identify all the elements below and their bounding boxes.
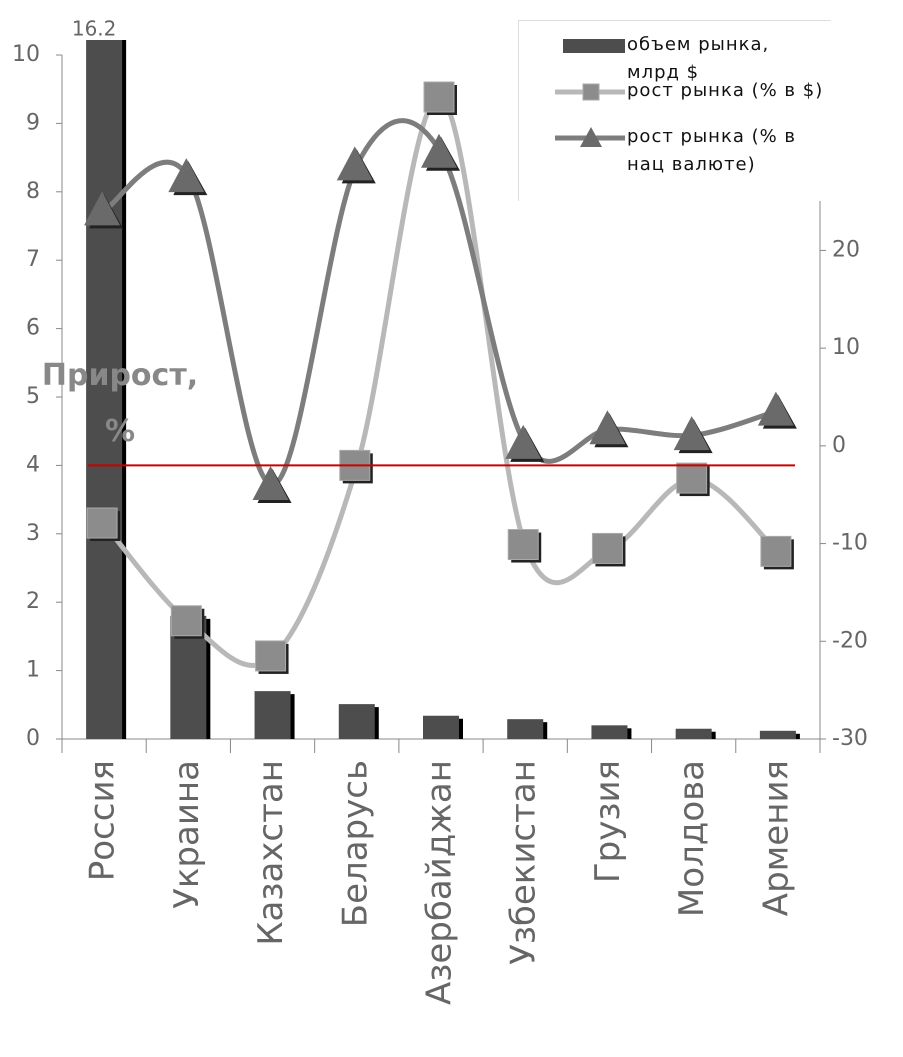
bar	[423, 715, 459, 739]
legend-swatch	[555, 127, 625, 147]
marker	[255, 640, 287, 672]
x-tick-label: Украина	[167, 760, 207, 909]
plot-area	[86, 40, 800, 739]
marker	[505, 424, 542, 459]
legend-label: объем рынка, млрд $	[627, 34, 770, 83]
marker	[507, 529, 539, 561]
bar	[675, 728, 712, 739]
y-tick-label: 4	[26, 452, 40, 477]
marker	[423, 81, 455, 113]
y-tick-label: 2	[26, 589, 40, 614]
y-tick-label: 3	[26, 521, 40, 546]
annotation: Прирост, %	[41, 358, 199, 449]
x-tick-label: Беларусь	[335, 760, 375, 927]
x-tick-label: Узбекистан	[504, 760, 544, 965]
marker	[84, 191, 121, 226]
y-tick-label: 1	[26, 658, 40, 683]
legend-label: рост рынка (% в нац валюте)	[627, 126, 797, 175]
x-tick-label: Армения	[756, 760, 796, 916]
y2-tick-label: -20	[832, 628, 868, 653]
y-tick-label: 0	[26, 726, 40, 751]
bar	[86, 40, 123, 739]
bar	[254, 691, 291, 739]
marker	[336, 146, 373, 181]
marker	[170, 605, 202, 637]
x-tick-label: Грузия	[588, 760, 628, 883]
marker	[168, 158, 205, 193]
legend: объем рынка, млрд $ рост рынка (% в $) рос…	[518, 20, 831, 201]
x-tick-label: Азербайджан	[420, 760, 460, 1005]
y2-tick-label: -30	[832, 726, 868, 751]
bar	[338, 704, 375, 739]
y2-tick-label: 20	[832, 237, 860, 262]
legend-label: рост рынка (% в $)	[627, 80, 824, 101]
legend-swatch	[555, 83, 625, 101]
y-tick-label: 6	[26, 316, 40, 341]
marker	[589, 410, 626, 445]
marker	[676, 462, 708, 494]
y-tick-label: 5	[26, 384, 40, 409]
legend-swatch	[563, 39, 625, 53]
bar	[591, 725, 628, 739]
marker	[757, 391, 794, 426]
marker	[760, 535, 792, 567]
y-tick-label: 7	[26, 247, 40, 272]
marker	[591, 532, 623, 564]
x-tick-label: Казахстан	[251, 760, 291, 946]
y-tick-label: 8	[26, 179, 40, 204]
data-label: 16.2	[72, 17, 117, 41]
y2-tick-label: 0	[832, 433, 846, 458]
x-tick-label: Молдова	[672, 760, 712, 917]
marker	[86, 507, 118, 539]
y-tick-label: 9	[26, 110, 40, 135]
marker	[421, 133, 457, 168]
marker	[673, 416, 710, 451]
marker	[252, 465, 289, 500]
x-tick-label: Россия	[83, 760, 123, 881]
bar	[759, 730, 796, 739]
bar	[507, 719, 544, 739]
line	[102, 118, 779, 488]
y-tick-label: 10	[12, 42, 40, 67]
y2-tick-label: -10	[832, 531, 868, 556]
y2-tick-label: 10	[832, 335, 860, 360]
